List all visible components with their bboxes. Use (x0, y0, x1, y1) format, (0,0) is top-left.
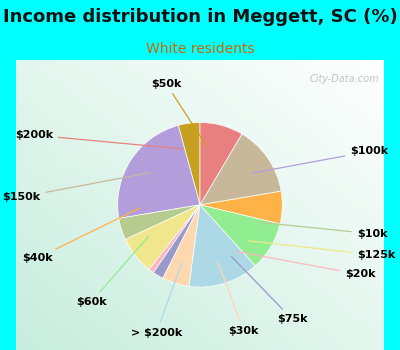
Text: $20k: $20k (237, 252, 376, 279)
Text: $60k: $60k (76, 236, 149, 307)
Text: $50k: $50k (151, 79, 206, 145)
Text: $200k: $200k (15, 130, 182, 149)
Text: $75k: $75k (231, 256, 307, 324)
Wedge shape (178, 122, 200, 205)
Text: > $200k: > $200k (131, 262, 182, 337)
Wedge shape (200, 134, 281, 205)
Wedge shape (200, 191, 282, 224)
Text: $100k: $100k (251, 147, 388, 173)
Wedge shape (189, 205, 255, 287)
Text: $30k: $30k (218, 262, 259, 336)
Wedge shape (119, 205, 200, 239)
Wedge shape (200, 122, 242, 205)
Text: $10k: $10k (258, 222, 387, 239)
Text: $150k: $150k (2, 173, 150, 202)
Wedge shape (200, 205, 280, 266)
Text: Income distribution in Meggett, SC (%): Income distribution in Meggett, SC (%) (3, 8, 397, 26)
Text: $125k: $125k (248, 241, 395, 260)
Text: City-Data.com: City-Data.com (310, 74, 379, 84)
Wedge shape (149, 205, 200, 273)
Text: $40k: $40k (22, 208, 140, 263)
Wedge shape (154, 205, 200, 278)
Text: White residents: White residents (146, 42, 254, 56)
Wedge shape (125, 205, 200, 270)
Wedge shape (163, 205, 200, 286)
Wedge shape (118, 125, 200, 218)
